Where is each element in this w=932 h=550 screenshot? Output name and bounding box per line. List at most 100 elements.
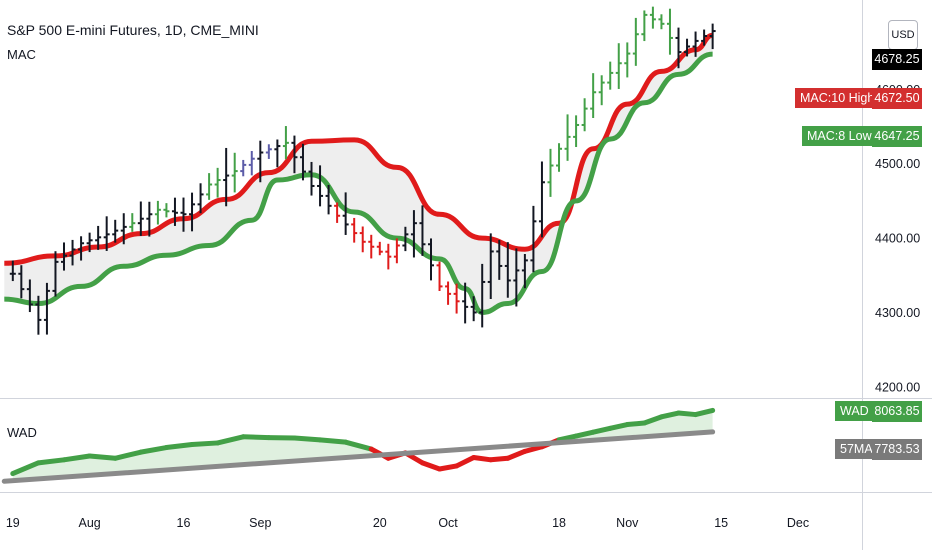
ohlc-bar bbox=[129, 213, 136, 232]
ohlc-bar bbox=[342, 192, 349, 235]
wad-line-segment bbox=[488, 455, 511, 463]
wad-line-segment bbox=[61, 453, 93, 463]
ohlc-bar bbox=[95, 225, 102, 250]
last-price-tag: 4678.25 bbox=[872, 49, 922, 70]
ohlc-bar bbox=[248, 150, 255, 176]
ohlc-bar bbox=[445, 281, 452, 305]
wad-line-segment bbox=[343, 439, 374, 452]
ohlc-bar bbox=[154, 200, 161, 225]
ohlc-bar bbox=[9, 260, 16, 282]
ohlc-bar bbox=[299, 143, 306, 181]
ohlc-bar bbox=[590, 73, 597, 118]
indicator-label-wad[interactable]: WAD bbox=[7, 425, 37, 440]
y-tick-label: 4500.00 bbox=[875, 157, 920, 171]
x-tick-label: 18 bbox=[552, 516, 566, 530]
wad-line-segment bbox=[590, 425, 613, 435]
ohlc-bar bbox=[214, 167, 221, 198]
ohlc-bar bbox=[530, 205, 537, 273]
ohlc-bar bbox=[171, 197, 178, 226]
wad-line-segment bbox=[454, 455, 477, 469]
x-tick-label: Sep bbox=[249, 516, 271, 530]
mac-high-tag-label: MAC:10 High bbox=[795, 88, 874, 108]
ohlc-bar bbox=[265, 144, 272, 159]
wad-line-segment bbox=[419, 460, 443, 472]
wad-line-segment bbox=[556, 433, 579, 443]
x-tick-label: 16 bbox=[177, 516, 191, 530]
ohlc-bar bbox=[137, 201, 144, 236]
ohlc-bar bbox=[69, 239, 76, 266]
wad-tag-value: 8063.85 bbox=[872, 400, 922, 422]
ohlc-bar bbox=[120, 213, 127, 245]
x-tick-label: 19 bbox=[6, 516, 20, 530]
ohlc-bar bbox=[351, 217, 358, 243]
x-tick-label: 20 bbox=[373, 516, 387, 530]
ohlc-bar bbox=[624, 42, 631, 78]
wad-line-segment bbox=[693, 407, 716, 418]
wad-line-segment bbox=[505, 448, 528, 461]
x-tick-label: 15 bbox=[714, 516, 728, 530]
ohlc-bar bbox=[538, 161, 545, 238]
ohlc-bar bbox=[317, 165, 324, 207]
ohlc-bar bbox=[180, 197, 187, 232]
ohlc-bar bbox=[359, 226, 366, 253]
ohlc-bar bbox=[334, 202, 341, 223]
currency-button[interactable]: USD bbox=[888, 20, 918, 50]
wad-panel bbox=[1, 407, 716, 484]
ohlc-bar bbox=[61, 242, 68, 271]
ohlc-bar bbox=[402, 226, 409, 252]
ohlc-bar bbox=[308, 161, 315, 196]
ohlc-bar bbox=[496, 240, 503, 280]
ma-tag-label: 57MA bbox=[835, 439, 873, 459]
x-tick-label: Oct bbox=[438, 516, 458, 530]
ohlc-bar bbox=[658, 14, 665, 30]
indicator-label-mac[interactable]: MAC bbox=[7, 47, 36, 62]
ohlc-bar bbox=[453, 283, 460, 314]
ohlc-bar bbox=[598, 75, 605, 106]
wad-line-segment bbox=[437, 463, 460, 472]
wad-line-segment bbox=[189, 440, 221, 447]
ohlc-bar bbox=[291, 135, 298, 174]
ohlc-bar bbox=[581, 98, 588, 132]
ohlc-bar bbox=[410, 210, 417, 258]
ohlc-bar bbox=[436, 261, 443, 291]
ohlc-bar bbox=[709, 23, 716, 50]
ohlc-bar bbox=[684, 38, 691, 57]
ohlc-bar bbox=[607, 61, 614, 90]
wad-line-segment bbox=[138, 445, 169, 455]
ohlc-bar bbox=[666, 8, 673, 55]
mac-high-line bbox=[4, 32, 714, 266]
ohlc-bar bbox=[86, 232, 93, 253]
ohlc-bar bbox=[615, 43, 622, 89]
ohlc-bar bbox=[428, 238, 434, 281]
ohlc-bar bbox=[675, 27, 682, 69]
ohlc-bar bbox=[146, 201, 153, 237]
wad-fill bbox=[12, 410, 713, 481]
ohlc-bar bbox=[701, 29, 708, 46]
x-axis: 19 Aug 16 Sep 20 Oct 18 Nov 15 Dec bbox=[6, 516, 809, 530]
ohlc-bar bbox=[521, 253, 528, 289]
ohlc-bar bbox=[52, 251, 59, 297]
wad-line-segment bbox=[240, 434, 272, 441]
mac-band-fill bbox=[4, 35, 713, 313]
chart-title: S&P 500 E-mini Futures, 1D, CME_MINI bbox=[7, 22, 259, 38]
ohlc-bar bbox=[462, 282, 469, 324]
wad-line-segment bbox=[624, 420, 647, 428]
ohlc-bar bbox=[163, 203, 170, 218]
ma-line bbox=[1, 429, 716, 484]
ohlc-bar bbox=[504, 242, 511, 298]
ohlc-bar bbox=[257, 140, 264, 183]
ohlc-bar bbox=[393, 238, 400, 264]
ohlc-bar bbox=[573, 115, 580, 148]
ohlc-bar bbox=[513, 248, 520, 307]
mac-low-tag-value: 4647.25 bbox=[872, 125, 922, 147]
ohlc-bar bbox=[197, 183, 204, 214]
ohlc-bar bbox=[274, 139, 281, 168]
ohlc-bar bbox=[547, 148, 554, 197]
ohlc-bar bbox=[112, 219, 119, 243]
ohlc-bar bbox=[692, 31, 699, 57]
wad-line-segment bbox=[607, 422, 630, 431]
ohlc-bar bbox=[282, 126, 289, 160]
y-tick-label: 4200.00 bbox=[875, 380, 920, 394]
wad-line-segment bbox=[317, 437, 349, 445]
